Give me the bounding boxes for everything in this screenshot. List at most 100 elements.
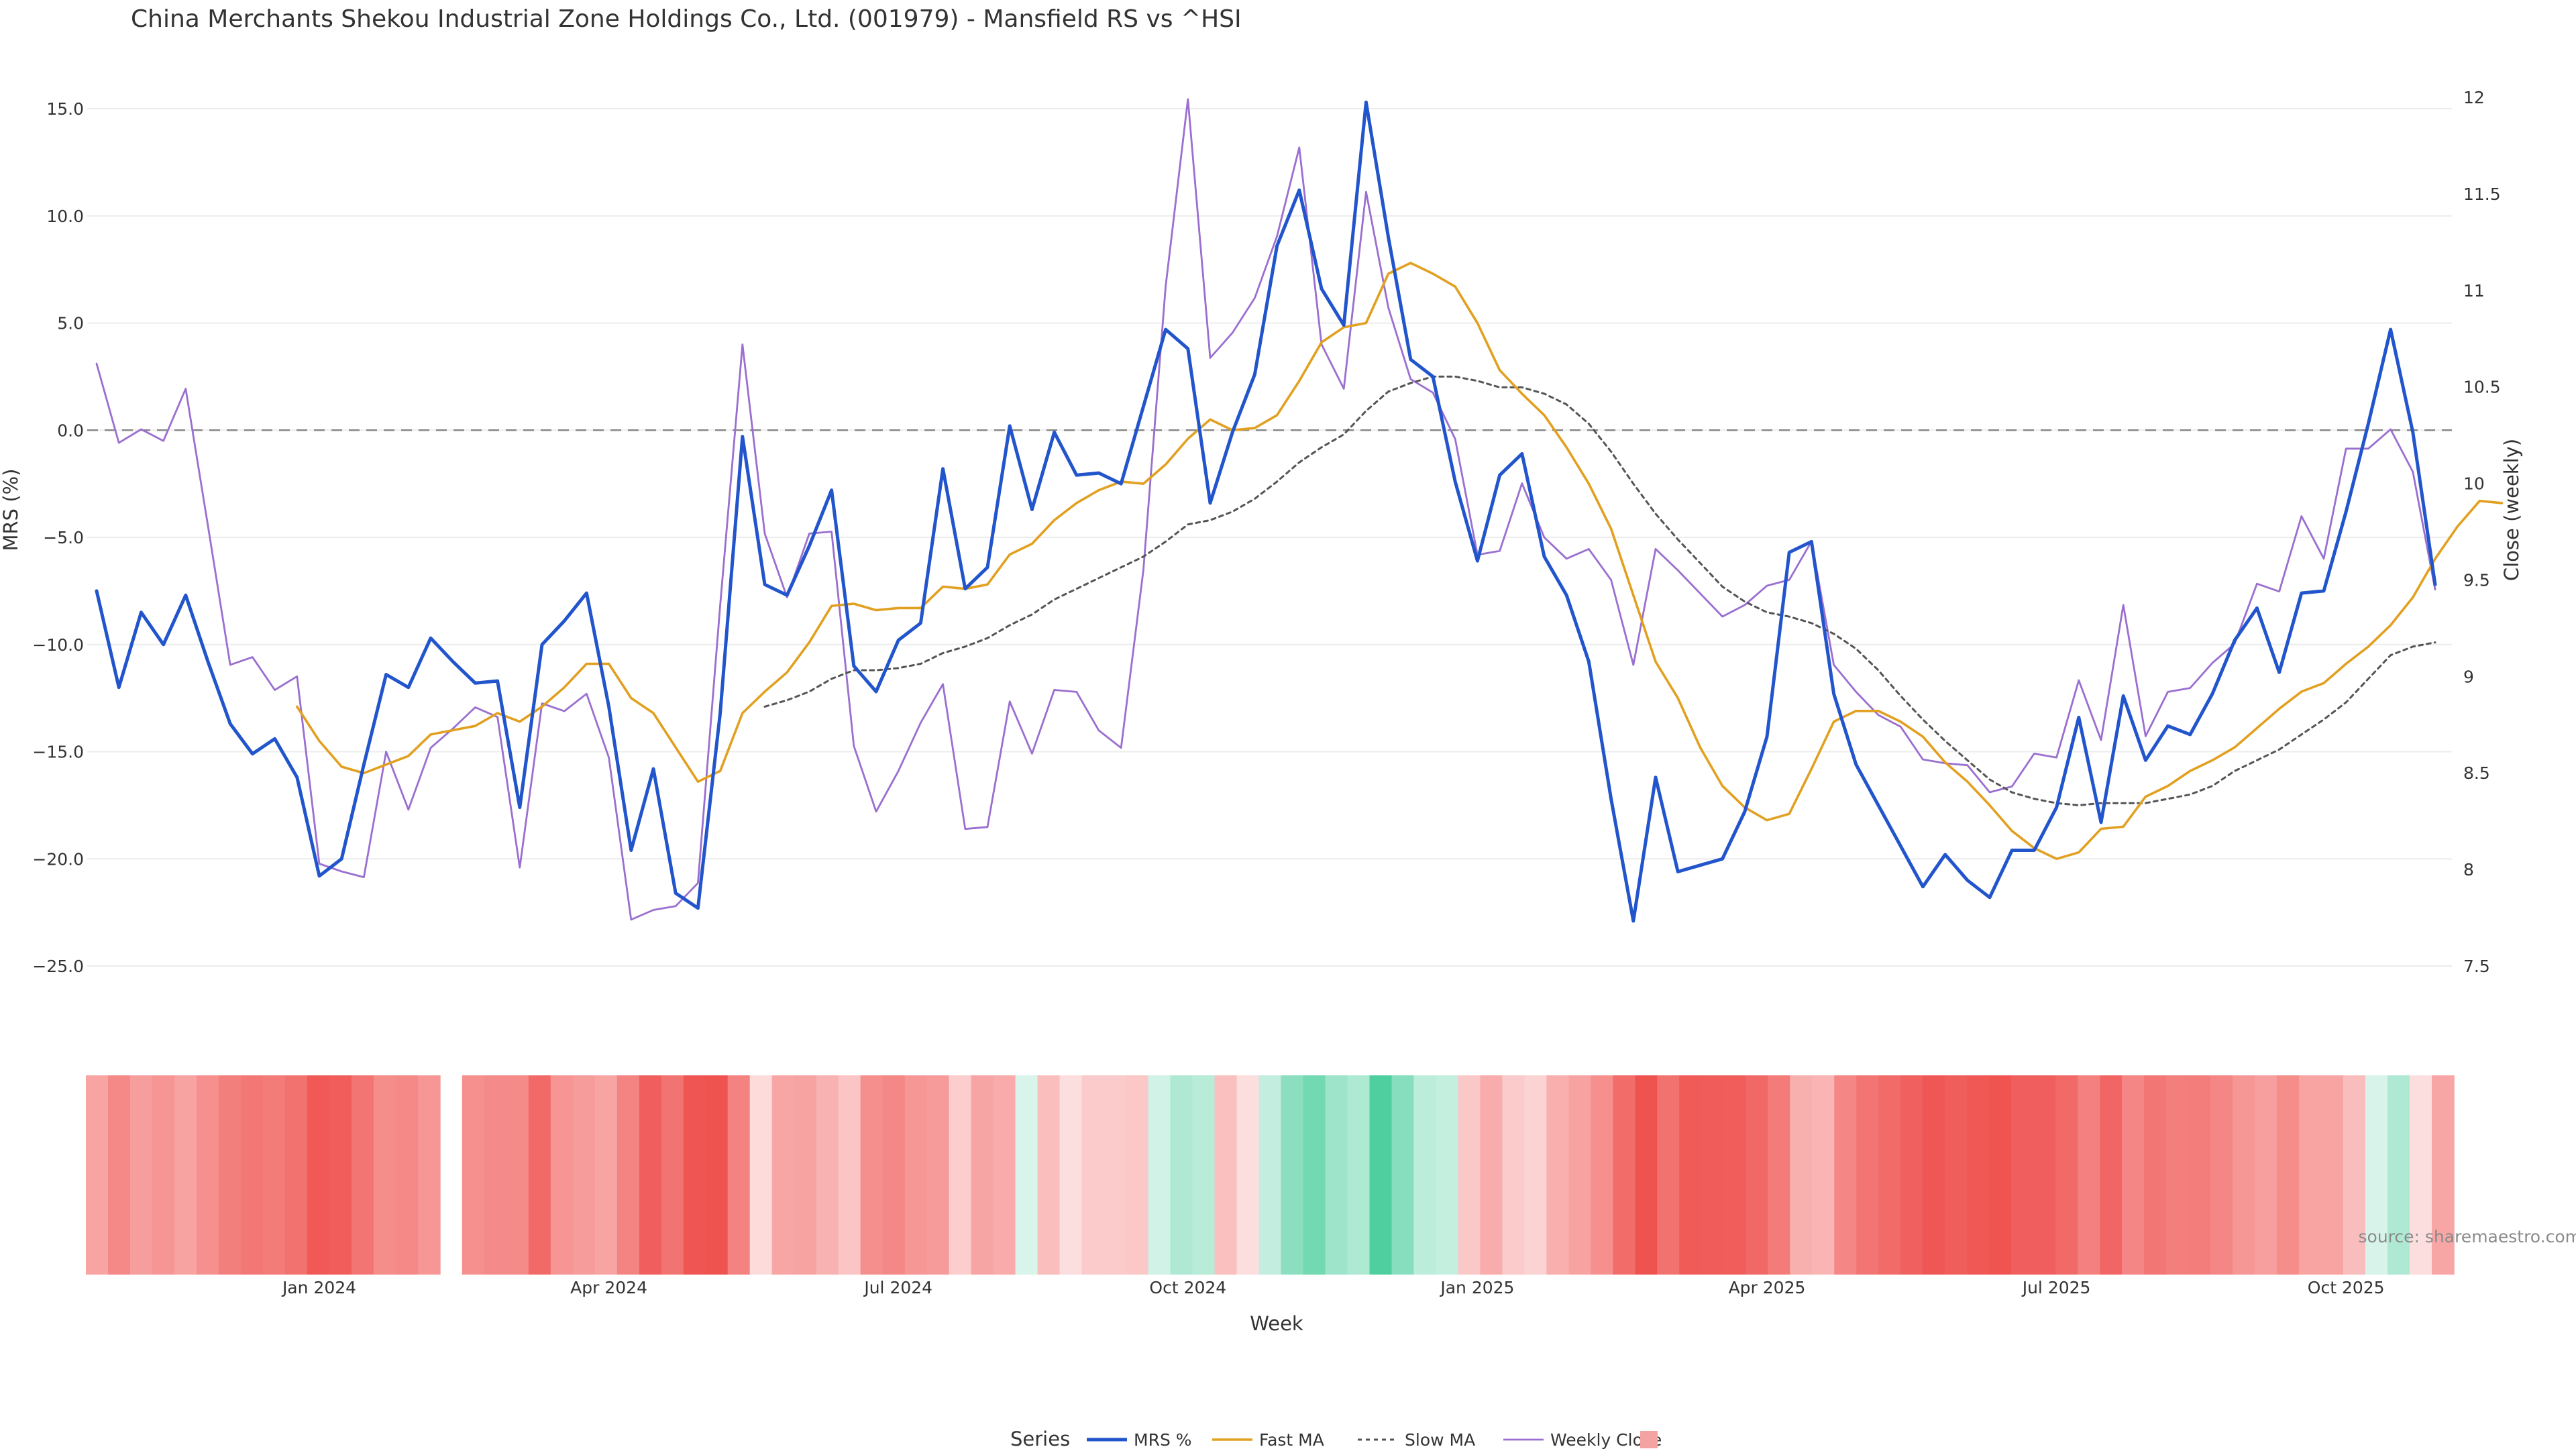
heatmap-cell [262,1075,286,1275]
heatmap-cell [1723,1075,1747,1275]
legend-item-slow-ma[interactable]: Slow MA [1358,1430,1475,1449]
y-tick-label: −5.0 [43,528,84,547]
x-tick-label: Jan 2024 [281,1278,356,1297]
x-tick-label: Apr 2025 [1729,1278,1806,1297]
y2-tick-label: 10 [2463,474,2485,494]
heatmap-cell [1347,1075,1371,1275]
heatmap-cell [838,1075,861,1275]
x-tick-label: Apr 2024 [570,1278,647,1297]
y2-tick-label: 8.5 [2463,763,2490,783]
heatmap-cell [1126,1075,1149,1275]
heatmap-cell [550,1075,574,1275]
heatmap-cell [2011,1075,2034,1275]
heatmap-cell [572,1075,596,1275]
y2-tick-label: 10.5 [2463,378,2501,397]
x-tick-label: Jul 2025 [2021,1278,2091,1297]
legend-item-heatmap[interactable] [1640,1431,1658,1448]
legend-items: MRS % Fast MA Slow MA Weekly Close [1087,1430,1662,1449]
heatmap-cell [2033,1075,2056,1275]
y-tick-label: −10.0 [32,635,84,655]
mrs-line [95,100,2437,923]
heatmap-cell [771,1075,795,1275]
y-tick-label: −25.0 [32,957,84,976]
heatmap-cell [373,1075,396,1275]
heatmap-cell [1502,1075,1525,1275]
heatmap-cell [1413,1075,1437,1275]
heatmap-cell [1945,1075,1968,1275]
y2-tick-label: 9.5 [2463,570,2490,590]
heatmap-cell [1192,1075,1216,1275]
legend-title: Series [1010,1428,1070,1449]
heatmap-cell [1325,1075,1348,1275]
legend-label: MRS % [1134,1430,1192,1449]
heatmap-cell [1768,1075,1791,1275]
heatmap-cell [971,1075,994,1275]
heatmap-cell [1878,1075,1901,1275]
heatmap-cell [1458,1075,1481,1275]
heatmap-cell [2255,1075,2277,1275]
legend-item-weekly-close[interactable]: Weekly Close [1503,1430,1662,1449]
heatmap-cell [1701,1075,1725,1275]
heatmap-cell [1546,1075,1570,1275]
heatmap-cell [1236,1075,1260,1275]
heatmap-cell [307,1075,330,1275]
y2-tick-label: 9 [2463,667,2474,686]
y2-tick-label: 8 [2463,860,2474,879]
heatmap-cell [284,1075,308,1275]
heatmap-cell [2210,1075,2233,1275]
heatmap-cell [130,1075,153,1275]
y2-tick-label: 12 [2463,88,2485,107]
y-tick-label: 0.0 [57,421,84,440]
legend-label: Fast MA [1259,1430,1324,1449]
heatmap-cell [1635,1075,1658,1275]
heatmap-cell [1303,1075,1326,1275]
x-tick-label: Oct 2024 [1149,1278,1226,1297]
heatmap-cell [1989,1075,2012,1275]
legend-swatch [1640,1431,1658,1448]
heatmap-cell [108,1075,131,1275]
y-axis-left-label: MRS (%) [0,469,22,551]
heatmap-cell [816,1075,839,1275]
heatmap-cell [993,1075,1016,1275]
legend-item-fast-ma[interactable]: Fast MA [1212,1430,1324,1449]
y-axis-left-ticks: 15.0 10.0 5.0 0.0 −5.0 −10.0 −15.0 −20.0 −25.0 [32,99,84,976]
heatmap-cell [174,1075,197,1275]
heatmap-cell [2100,1075,2123,1275]
heatmap-cell [484,1075,507,1275]
heatmap-cell [683,1075,706,1275]
heatmap-cell [2387,1075,2410,1275]
heatmap-cell [506,1075,529,1275]
heatmap-cell [2078,1075,2100,1275]
heatmap-cell [1524,1075,1548,1275]
heatmap-cell [1081,1075,1105,1275]
heatmap-cell [2166,1075,2189,1275]
heatmap-cell [1015,1075,1038,1275]
fast-ma-series [295,262,2504,861]
slow-ma-series [763,375,2436,806]
y-axis-right-label: Close (weekly) [2500,439,2523,581]
heatmap-cell [2188,1075,2211,1275]
heatmap-cell [1856,1075,1880,1275]
heatmap-cell [882,1075,906,1275]
heatmap-cell [86,1075,109,1275]
legend-item-mrs[interactable]: MRS % [1087,1430,1192,1449]
heatmap-cell [528,1075,551,1275]
heatmap-cell [1967,1075,1990,1275]
grid-lines [87,108,2452,967]
heatmap-cell [462,1075,485,1275]
heatmap-cell [661,1075,684,1275]
heatmap-cell [727,1075,751,1275]
heatmap-cell [749,1075,773,1275]
heatmap-cell [197,1075,219,1275]
chart-title: China Merchants Shekou Industrial Zone H… [131,5,1242,33]
heatmap-cell [1746,1075,1769,1275]
x-axis-label: Week [1250,1312,1303,1335]
heatmap-cell [329,1075,352,1275]
slow-ma-line [763,375,2436,806]
heatmap-cell [2365,1075,2388,1275]
heatmap-cell [2299,1075,2322,1275]
heatmap-cell [2343,1075,2366,1275]
heatmap-cell [395,1075,419,1275]
heatmap-cell [1170,1075,1193,1275]
